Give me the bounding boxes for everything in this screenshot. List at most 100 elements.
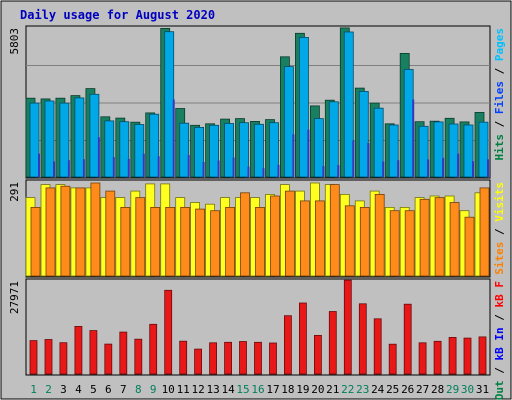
x-label-day-18: 18 [281, 383, 294, 396]
bar-sites-day-7 [120, 206, 131, 277]
bar-files-day-29 [448, 123, 459, 178]
bar-kb-f-day-23 [358, 303, 367, 375]
bar-pages-day-25 [397, 160, 400, 177]
x-label-day-8: 8 [135, 383, 142, 396]
series-pages [38, 99, 489, 177]
bar-kb-f-day-14 [224, 341, 233, 375]
bar-sites-day-4 [75, 187, 86, 277]
bar-sites-day-18 [284, 190, 295, 277]
bar-sites-day-27 [419, 198, 430, 277]
bar-sites-day-15 [240, 192, 250, 277]
bar-files-day-20 [313, 118, 324, 178]
legend-item-hits: Hits [493, 134, 506, 161]
x-label-day-5: 5 [90, 383, 97, 396]
bar-sites-day-1 [30, 206, 41, 277]
bar-files-day-31 [478, 121, 489, 178]
x-label-day-10: 10 [162, 383, 175, 396]
x-label-day-14: 14 [221, 383, 235, 396]
bar-pages-day-1 [38, 153, 40, 177]
x-label-day-2: 2 [45, 383, 52, 396]
bar-pages-day-15 [247, 166, 250, 177]
x-label-day-27: 27 [416, 383, 429, 396]
bar-pages-day-22 [352, 140, 355, 177]
bar-pages-day-18 [292, 134, 295, 177]
x-label-day-11: 11 [177, 383, 190, 396]
bar-pages-day-13 [217, 160, 220, 177]
bar-pages-day-30 [472, 161, 474, 177]
bar-files-day-9 [149, 113, 160, 178]
bar-files-day-24 [373, 107, 384, 178]
bar-pages-day-12 [202, 162, 205, 177]
bar-sites-day-17 [270, 195, 280, 277]
bar-files-day-26 [403, 69, 414, 178]
x-label-day-20: 20 [311, 383, 324, 396]
bar-files-day-7 [119, 121, 130, 178]
bar-pages-day-9 [157, 156, 160, 177]
x-label-day-9: 9 [150, 383, 157, 396]
x-label-day-6: 6 [105, 383, 112, 396]
legend-item-pages: Pages [493, 28, 506, 61]
bar-files-day-13 [209, 124, 220, 178]
panel-max-label: 5803 [8, 28, 21, 55]
bar-pages-day-10 [172, 99, 175, 177]
bar-kb-f-day-29 [448, 336, 457, 375]
bar-sites-day-12 [195, 208, 206, 277]
x-label-day-21: 21 [326, 383, 339, 396]
bar-sites-day-19 [299, 200, 310, 277]
bar-sites-day-22 [344, 205, 355, 277]
x-label-day-22: 22 [341, 383, 354, 396]
bar-files-day-16 [254, 123, 264, 178]
legend-item-kb-f: kB F [493, 281, 506, 308]
bar-sites-day-20 [314, 200, 325, 277]
bar-pages-day-2 [53, 161, 55, 177]
series-sites [30, 182, 490, 277]
bar-kb-f-day-25 [388, 343, 397, 375]
bar-sites-day-8 [135, 197, 146, 277]
bar-sites-day-28 [434, 197, 445, 277]
legend-separator: / [493, 308, 506, 328]
bar-files-day-1 [29, 102, 40, 178]
bar-kb-f-day-26 [403, 303, 412, 375]
bar-kb-f-day-5 [89, 330, 98, 375]
bar-sites-day-26 [404, 210, 415, 277]
x-label-day-19: 19 [296, 383, 309, 396]
bar-sites-day-30 [464, 216, 475, 277]
bar-kb-f-day-13 [209, 342, 218, 375]
bar-pages-day-29 [457, 153, 460, 177]
bar-kb-f-day-7 [119, 331, 128, 375]
series-kb-f [29, 279, 487, 375]
bar-sites-day-16 [255, 206, 265, 277]
bar-files-day-19 [298, 37, 309, 178]
bar-pages-day-8 [142, 153, 145, 177]
panel-legend: Sites / Visits [493, 182, 506, 275]
bar-pages-day-28 [442, 157, 445, 177]
bar-files-day-30 [463, 124, 474, 178]
bar-sites-day-5 [90, 182, 101, 277]
legend-separator: / [493, 114, 506, 134]
bar-sites-day-25 [389, 210, 400, 277]
bar-kb-f-day-1 [29, 340, 38, 375]
bar-sites-day-29 [449, 202, 460, 277]
x-label-day-25: 25 [386, 383, 399, 396]
bar-sites-day-23 [359, 206, 370, 277]
chart-title: Daily usage for August 2020 [20, 8, 215, 22]
x-label-day-7: 7 [120, 383, 127, 396]
x-label-day-23: 23 [356, 383, 369, 396]
bar-sites-day-31 [479, 187, 490, 277]
bar-kb-f-day-21 [328, 311, 337, 375]
bar-pages-day-20 [322, 166, 325, 177]
bar-pages-day-26 [412, 99, 415, 177]
bar-kb-f-day-31 [478, 336, 487, 375]
bar-pages-day-14 [232, 157, 235, 177]
bar-files-day-28 [433, 121, 444, 178]
bar-kb-f-day-4 [74, 325, 83, 375]
x-label-day-29: 29 [446, 383, 459, 396]
bar-kb-f-day-15 [239, 341, 247, 375]
bar-kb-f-day-22 [343, 279, 352, 375]
bar-kb-f-day-6 [104, 343, 113, 375]
bar-pages-day-16 [262, 168, 265, 177]
bar-kb-f-day-11 [179, 340, 188, 375]
bar-files-day-8 [134, 124, 145, 178]
